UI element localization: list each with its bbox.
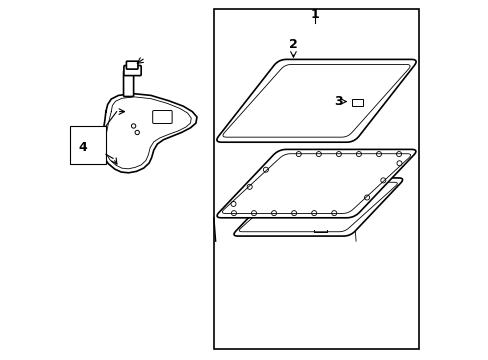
- Polygon shape: [217, 59, 415, 142]
- Text: 4: 4: [79, 141, 87, 154]
- Polygon shape: [234, 178, 402, 236]
- FancyBboxPatch shape: [123, 66, 141, 76]
- FancyBboxPatch shape: [70, 126, 106, 164]
- Polygon shape: [239, 182, 396, 232]
- FancyBboxPatch shape: [213, 9, 418, 349]
- Polygon shape: [217, 149, 415, 218]
- Polygon shape: [223, 64, 409, 137]
- Text: 2: 2: [288, 39, 297, 51]
- Text: 1: 1: [310, 8, 319, 21]
- Text: 3: 3: [334, 95, 343, 108]
- FancyBboxPatch shape: [152, 111, 172, 123]
- Polygon shape: [222, 154, 410, 213]
- FancyBboxPatch shape: [123, 71, 133, 96]
- FancyBboxPatch shape: [351, 99, 362, 106]
- FancyBboxPatch shape: [126, 61, 138, 69]
